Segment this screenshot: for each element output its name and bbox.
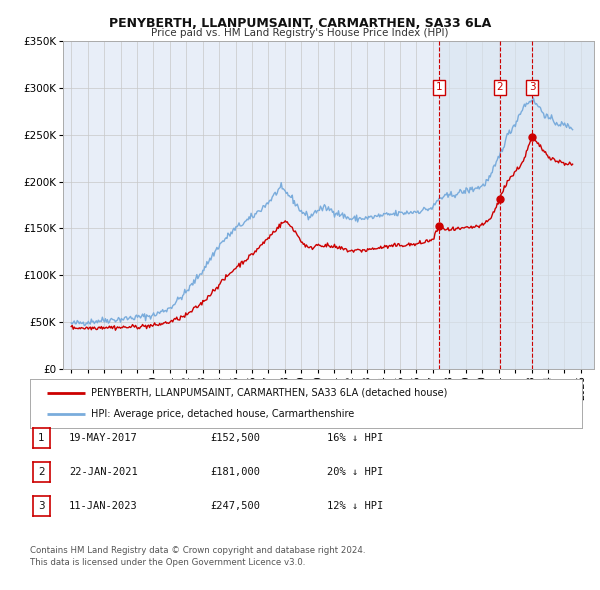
- Text: PENYBERTH, LLANPUMSAINT, CARMARTHEN, SA33 6LA: PENYBERTH, LLANPUMSAINT, CARMARTHEN, SA3…: [109, 17, 491, 30]
- Text: £247,500: £247,500: [210, 502, 260, 511]
- Text: 12% ↓ HPI: 12% ↓ HPI: [327, 502, 383, 511]
- Text: 22-JAN-2021: 22-JAN-2021: [69, 467, 138, 477]
- Text: Price paid vs. HM Land Registry's House Price Index (HPI): Price paid vs. HM Land Registry's House …: [151, 28, 449, 38]
- Text: 16% ↓ HPI: 16% ↓ HPI: [327, 433, 383, 442]
- Text: Contains HM Land Registry data © Crown copyright and database right 2024.
This d: Contains HM Land Registry data © Crown c…: [30, 546, 365, 566]
- Text: 2: 2: [38, 467, 45, 477]
- Text: £152,500: £152,500: [210, 433, 260, 442]
- Text: 11-JAN-2023: 11-JAN-2023: [69, 502, 138, 511]
- Bar: [439, 41, 594, 369]
- Text: 1: 1: [38, 433, 45, 442]
- Text: 2: 2: [496, 82, 503, 92]
- Text: PENYBERTH, LLANPUMSAINT, CARMARTHEN, SA33 6LA (detached house): PENYBERTH, LLANPUMSAINT, CARMARTHEN, SA3…: [91, 388, 447, 398]
- Text: 1: 1: [436, 82, 442, 92]
- Text: HPI: Average price, detached house, Carmarthenshire: HPI: Average price, detached house, Carm…: [91, 409, 354, 419]
- Text: 20% ↓ HPI: 20% ↓ HPI: [327, 467, 383, 477]
- Text: 3: 3: [529, 82, 535, 92]
- Text: 3: 3: [38, 502, 45, 511]
- Text: 19-MAY-2017: 19-MAY-2017: [69, 433, 138, 442]
- Text: £181,000: £181,000: [210, 467, 260, 477]
